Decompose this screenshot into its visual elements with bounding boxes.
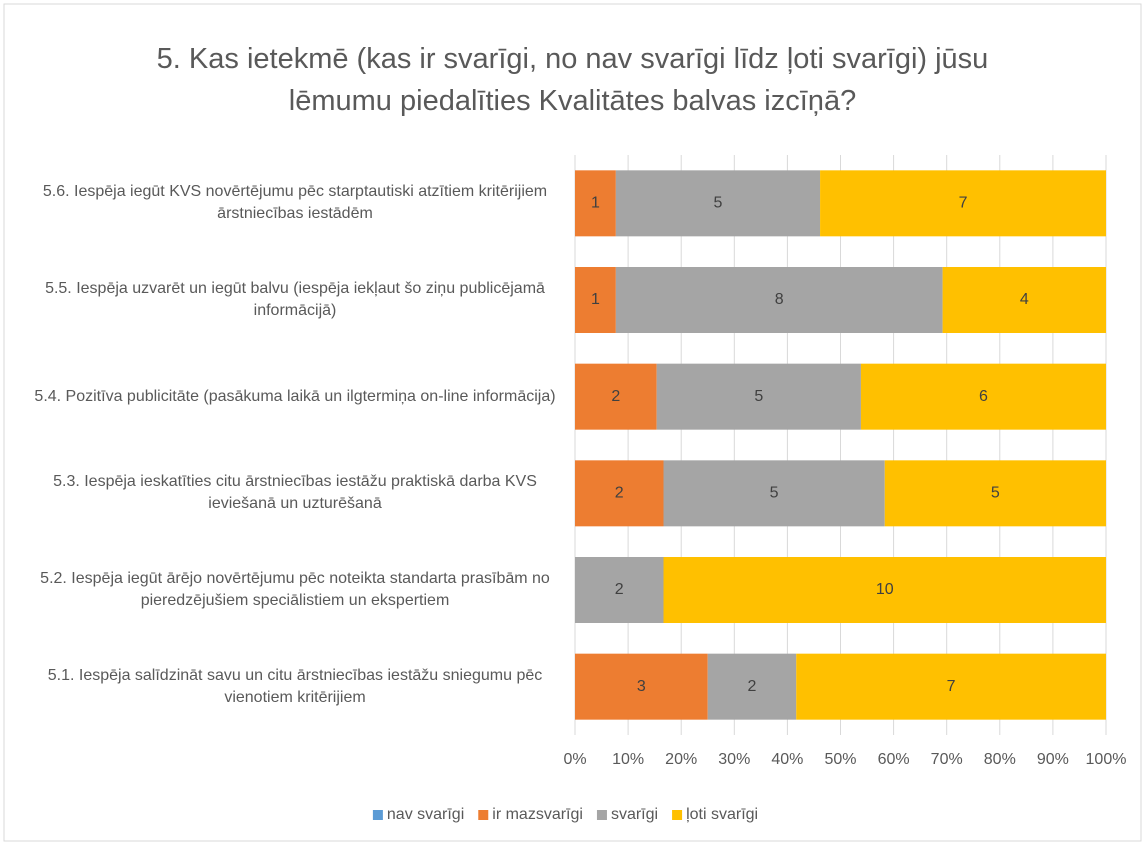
data-label: 7: [947, 678, 956, 695]
bar-segment: [575, 267, 616, 333]
data-label: 4: [1020, 291, 1029, 308]
bar-segment: [663, 557, 1106, 623]
bar-segment: [615, 170, 821, 237]
bar-segment: [884, 460, 1106, 527]
y-tick-label: 5.1. Iespēja salīdzināt savu un citu ārs…: [47, 666, 543, 706]
y-tick-label: 5.5. Iespēja uzvarēt un iegūt balvu (ies…: [45, 280, 545, 319]
legend-label: nav svarīgi: [387, 806, 464, 823]
bar-segment: [575, 557, 664, 623]
x-tick-label: 0%: [563, 751, 586, 768]
x-tick-label: 40%: [771, 751, 803, 768]
legend-swatch: [672, 810, 683, 820]
legend-swatch: [478, 810, 489, 820]
data-label: 1: [591, 195, 600, 212]
data-label: 3: [637, 678, 646, 695]
legend-label: svarīgi: [611, 806, 658, 823]
bar-segment: [575, 460, 664, 527]
bar-segment: [860, 363, 1106, 430]
bar-segment: [615, 267, 943, 333]
data-label: 5: [714, 195, 723, 212]
chart-title: 5. Kas ietekmē (kas ir svarīgi, no nav s…: [156, 43, 989, 117]
x-tick-label: 90%: [1037, 751, 1069, 768]
bar-segment: [575, 170, 616, 237]
x-tick-label: 50%: [824, 751, 856, 768]
data-label: 8: [775, 291, 784, 308]
bar-segment: [796, 653, 1106, 720]
x-tick-label: 80%: [984, 751, 1016, 768]
y-tick-label: 5.4. Pozitīva publicitāte (pasākuma laik…: [34, 387, 556, 405]
x-tick-label: 20%: [665, 751, 697, 768]
data-label: 5: [754, 388, 763, 405]
data-label: 10: [876, 581, 894, 598]
bar-segment: [707, 653, 797, 720]
data-label: 2: [748, 678, 757, 695]
legend-swatch: [596, 810, 607, 820]
x-tick-label: 70%: [931, 751, 963, 768]
bar-segment: [942, 267, 1106, 333]
legend-swatch: [372, 810, 383, 820]
data-label: 5: [770, 485, 779, 502]
y-tick-label: 5.3. Iespēja ieskatīties citu ārstniecīb…: [53, 473, 537, 513]
bar-segment: [656, 363, 861, 430]
x-tick-label: 30%: [718, 751, 750, 768]
bar-segment: [575, 653, 708, 720]
data-label: 7: [959, 195, 968, 212]
bar-segment: [575, 363, 657, 430]
legend-label: ļoti svarīgi: [686, 806, 758, 823]
data-label: 1: [591, 291, 600, 308]
bar-segment: [820, 170, 1106, 237]
data-label: 5: [991, 485, 1000, 502]
legend-label: ir mazsvarīgi: [492, 806, 583, 823]
data-label: 2: [611, 388, 620, 405]
x-tick-label: 100%: [1086, 751, 1127, 768]
x-tick-label: 10%: [612, 751, 644, 768]
data-label: 2: [615, 581, 624, 598]
y-tick-label: 5.2. Iespēja iegūt ārējo novērtējumu pēc…: [40, 570, 550, 609]
data-label: 2: [615, 485, 624, 502]
bar-segment: [663, 460, 885, 527]
y-tick-label: 5.6. Iespēja iegūt KVS novērtējumu pēc s…: [42, 183, 548, 223]
x-tick-label: 60%: [878, 751, 910, 768]
data-label: 6: [979, 388, 988, 405]
